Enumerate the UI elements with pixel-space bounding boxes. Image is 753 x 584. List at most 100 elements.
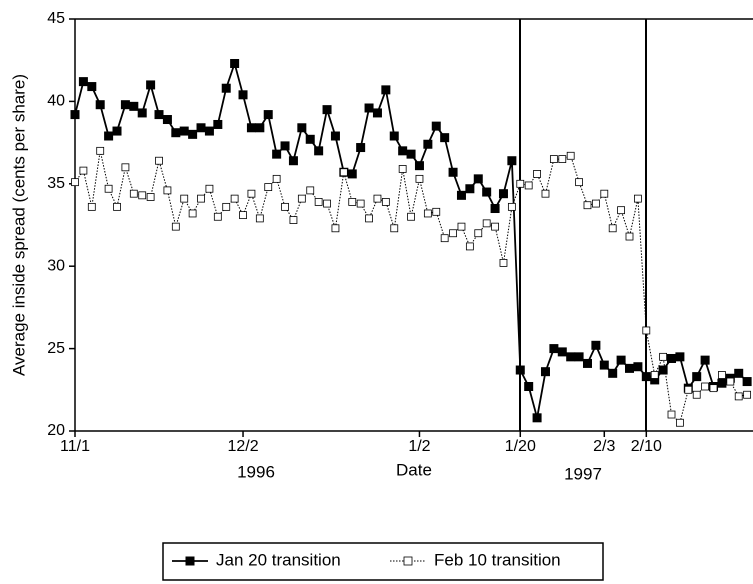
data-point [675,352,685,362]
data-point [373,194,382,203]
data-point [692,390,701,399]
data-point [381,85,391,95]
data-point [541,189,550,198]
data-point [558,155,567,163]
data-point [465,184,475,194]
data-point [162,115,172,125]
data-point [583,201,592,210]
data-point [314,146,324,156]
data-point [96,146,105,155]
data-point [431,121,441,131]
data-point [272,174,281,183]
data-point [557,347,567,357]
data-point [323,199,331,208]
data-point [667,410,676,419]
data-point [288,156,298,166]
data-point [281,202,289,211]
data-point [734,392,743,401]
data-point [474,229,483,238]
data-point [718,371,726,379]
data-point [440,133,450,143]
data-point [591,340,601,350]
data-point [574,352,584,362]
data-point [205,184,214,193]
data-point [491,222,499,231]
data-point [272,149,282,159]
data-point [238,90,248,100]
data-point [540,367,550,377]
data-point [104,184,113,193]
data-point [617,206,625,215]
data-point [306,186,315,195]
data-point [155,156,163,165]
data-point [297,194,306,203]
data-point [314,198,323,206]
data-point [347,169,357,179]
data-point [204,126,214,136]
data-point [515,365,525,375]
data-point [213,212,222,221]
data-point [566,352,576,362]
legend-label: Jan 20 transition [216,550,341,569]
data-point [348,198,357,206]
data-point [465,242,474,251]
x-tick-label: 12/2 [227,438,258,455]
data-point [516,179,525,188]
data-point [171,222,180,231]
data-point [701,382,710,391]
data-point [389,131,399,141]
data-point [432,207,441,216]
data-point [188,209,197,218]
x-tick-label: 2/3 [593,438,615,455]
data-point [129,189,138,198]
data-point [95,100,105,110]
data-point [599,360,609,370]
data-point [330,131,340,141]
data-point [372,108,382,118]
data-point [305,134,315,144]
data-point [490,204,500,214]
data-point [264,183,273,191]
data-point [507,156,517,166]
data-point [163,186,172,195]
data-point [415,174,424,183]
data-point [129,101,139,111]
data-point [406,149,416,159]
data-point [743,390,752,399]
data-point [482,219,491,228]
data-point [498,189,508,199]
data-point [575,178,583,187]
data-point [263,110,273,120]
data-point [138,191,147,200]
data-point [146,80,156,90]
data-point [566,151,575,160]
data-point [398,165,407,173]
data-point [533,170,541,178]
legend-marker [403,556,413,566]
y-tick-label: 25 [47,340,65,357]
x-tick-label: 1/20 [505,438,536,455]
data-point [112,126,122,136]
y-tick-label: 40 [47,93,65,110]
data-point [667,353,677,363]
data-point [71,178,79,187]
y-tick-label: 35 [47,175,65,192]
data-point [449,229,457,238]
data-point [608,224,617,233]
data-point [507,202,516,211]
legend-marker [185,556,195,566]
data-point [381,198,390,206]
data-point [650,371,659,379]
data-point [87,202,96,211]
data-point [221,83,231,93]
data-point [625,232,634,241]
data-point [676,418,684,427]
y-axis-label: Average inside spread (cents per share) [9,74,28,376]
data-point [414,161,424,171]
data-point [440,234,449,243]
data-point [600,189,609,198]
data-point [499,259,508,267]
data-point [624,363,634,373]
data-point [104,131,114,141]
